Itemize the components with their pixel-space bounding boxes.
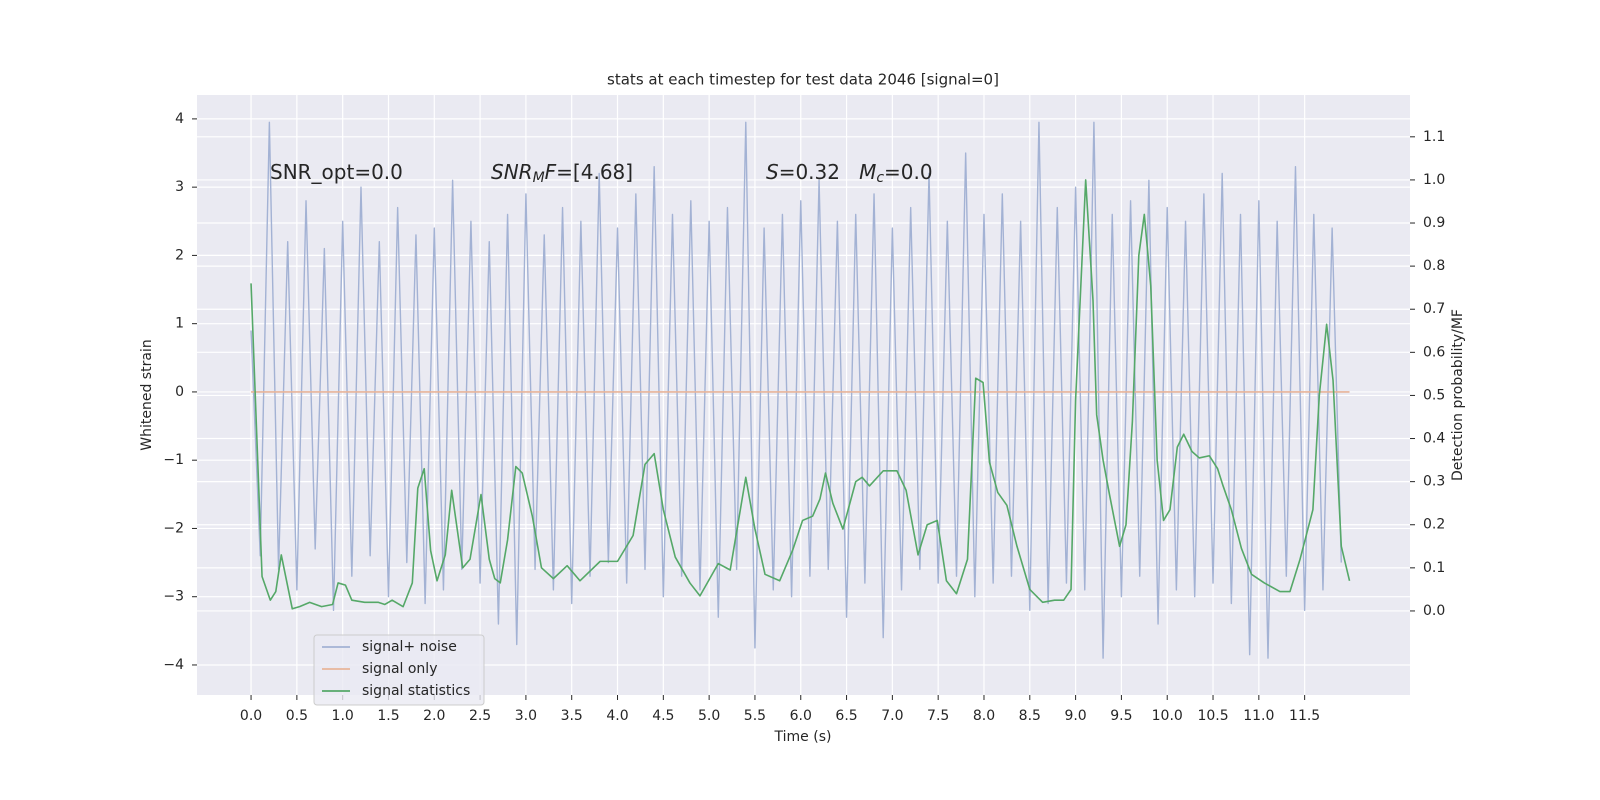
annotation-part: =0.0: [884, 160, 933, 184]
x-tick-label: 8.0: [973, 708, 995, 724]
y2-tick-label: 0.8: [1423, 258, 1445, 274]
y2-tick-label: 0.1: [1423, 560, 1445, 576]
y-tick-label: 4: [175, 111, 184, 127]
annotation-part: M: [859, 160, 876, 184]
y-tick-label: 0: [175, 384, 184, 400]
y-tick-label: −4: [163, 657, 184, 673]
x-tick-label: 7.0: [881, 708, 903, 724]
annotation-part: M: [533, 170, 545, 186]
x-tick-label: 1.0: [332, 708, 354, 724]
annotation-part: SNR: [491, 160, 533, 184]
x-tick-label: 8.5: [1019, 708, 1041, 724]
y2-tick-label: 0.5: [1423, 387, 1445, 403]
annotation-part: =[4.68]: [556, 160, 633, 184]
annotation: S=0.32 Mc=0.0: [766, 160, 933, 187]
y2-axis-label: Detection probability/MF: [1450, 309, 1466, 481]
x-tick-label: 7.5: [927, 708, 949, 724]
annotation-part: F: [545, 160, 557, 184]
y2-tick-label: 1.0: [1423, 172, 1445, 188]
x-tick-label: 6.5: [835, 708, 857, 724]
annotation: SNR_opt=0.0: [270, 160, 403, 184]
y-tick-label: −3: [163, 589, 184, 605]
x-tick-label: 9.5: [1110, 708, 1132, 724]
y-tick-label: 1: [175, 316, 184, 332]
annotation-part: c: [876, 170, 884, 186]
x-tick-label: 0.5: [286, 708, 308, 724]
x-axis-label: Time (s): [774, 729, 832, 745]
y2-tick-label: 0.7: [1423, 301, 1445, 317]
x-tick-label: 5.5: [744, 708, 766, 724]
y2-tick-label: 0.2: [1423, 517, 1445, 533]
x-tick-label: 10.0: [1152, 708, 1183, 724]
y-axis-label: Whitened strain: [139, 339, 155, 450]
x-tick-label: 4.5: [652, 708, 674, 724]
legend-box: [313, 634, 485, 706]
legend-label: signal statistics: [362, 683, 470, 699]
x-tick-label: 2.5: [469, 708, 491, 724]
y2-tick-label: 1.1: [1423, 129, 1445, 145]
x-tick-label: 6.0: [790, 708, 812, 724]
x-tick-label: 3.5: [561, 708, 583, 724]
x-tick-label: 0.0: [240, 708, 262, 724]
y2-tick-label: 0.6: [1423, 344, 1445, 360]
legend-label: signal+ noise: [362, 639, 457, 655]
series-line: [250, 179, 1351, 610]
x-tick-label: 2.0: [423, 708, 445, 724]
y-tick-label: 2: [175, 247, 184, 263]
y2-tick-label: 0.9: [1423, 215, 1445, 231]
series-line: [250, 121, 1342, 659]
x-tick-label: 4.0: [606, 708, 628, 724]
y2-tick-label: 0.4: [1423, 431, 1445, 447]
annotation: SNRMF=[4.68]: [491, 160, 633, 187]
x-tick-label: 1.5: [377, 708, 399, 724]
y-tick-label: 3: [175, 179, 184, 195]
y2-tick-label: 0.3: [1423, 474, 1445, 490]
x-tick-label: 3.0: [515, 708, 537, 724]
x-tick-label: 9.0: [1064, 708, 1086, 724]
chart-title: stats at each timestep for test data 204…: [607, 71, 999, 89]
annotation-part: =0.32: [779, 160, 859, 184]
y-tick-label: −1: [163, 452, 184, 468]
x-tick-label: 10.5: [1197, 708, 1228, 724]
x-tick-label: 5.0: [698, 708, 720, 724]
legend: signal+ noise signal only signal statistic…: [313, 634, 485, 706]
annotation-part: SNR_opt=0.0: [270, 160, 403, 184]
y2-tick-label: 0.0: [1423, 603, 1445, 619]
x-tick-label: 11.0: [1243, 708, 1274, 724]
annotation-part: S: [766, 160, 779, 184]
legend-label: signal only: [362, 661, 437, 677]
x-tick-label: 11.5: [1289, 708, 1320, 724]
y-tick-label: −2: [163, 520, 184, 536]
